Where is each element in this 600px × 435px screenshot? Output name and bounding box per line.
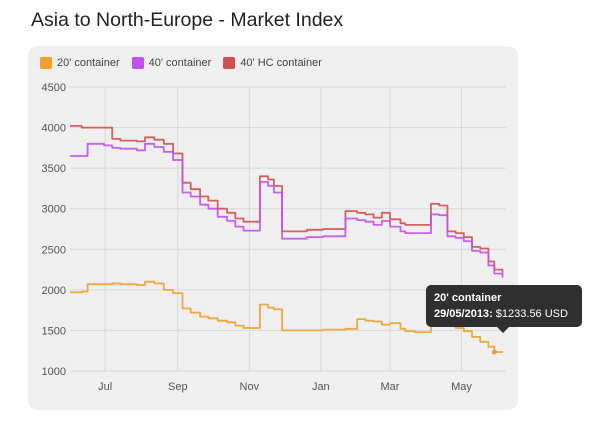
tooltip-value: $1233.56 USD (495, 308, 568, 320)
tooltip-series: 20' container (434, 292, 502, 304)
legend-label-20ft: 20' container (57, 57, 120, 69)
y-tick-label: 4000 (42, 123, 66, 135)
x-tick-label: Sep (168, 381, 188, 393)
y-tick-label: 1500 (42, 325, 66, 337)
legend-swatch-40ft (131, 57, 144, 69)
x-tick-label: Jan (312, 381, 330, 393)
legend-swatch-20ft (40, 57, 52, 69)
y-tick-label: 2000 (42, 285, 66, 297)
line-chart-plot[interactable]: 1000 1500 2000 2500 3000 3500 4000 4500 Jul Sep No… (28, 46, 518, 410)
chart-tooltip: 20' container 29/05/2013: $1233.56 USD (426, 285, 582, 333)
y-tick-label: 3000 (42, 204, 66, 216)
x-tick-label: Nov (240, 381, 260, 393)
legend-label-40ft: 40' container (148, 57, 212, 69)
y-tick-label: 3500 (42, 163, 66, 175)
y-tick-label: 4500 (42, 82, 66, 94)
chart-legend: 20' container 40' container 40' HC conta… (40, 57, 322, 69)
tooltip-date: 29/05/2013 (434, 308, 490, 320)
chart-card: 20' container 40' container 40' HC conta… (28, 46, 518, 410)
x-tick-label: Mar (380, 381, 399, 393)
y-tick-label: 1000 (42, 366, 66, 378)
legend-item-40ft[interactable]: 40' container (131, 57, 212, 69)
x-tick-label: Jul (98, 381, 112, 393)
tooltip-line: 29/05/2013: $1233.56 USD (434, 308, 568, 320)
page-title: Asia to North-Europe - Market Index (31, 9, 344, 31)
legend-item-20ft[interactable]: 20' container (40, 57, 120, 69)
x-tick-label: May (451, 381, 472, 393)
y-tick-label: 2500 (42, 244, 66, 256)
legend-swatch-40hc (223, 57, 236, 69)
legend-label-40hc: 40' HC container (240, 57, 322, 69)
series-line-40ft (70, 142, 504, 278)
hover-point (491, 349, 497, 355)
legend-item-40hc[interactable]: 40' HC container (223, 57, 322, 69)
